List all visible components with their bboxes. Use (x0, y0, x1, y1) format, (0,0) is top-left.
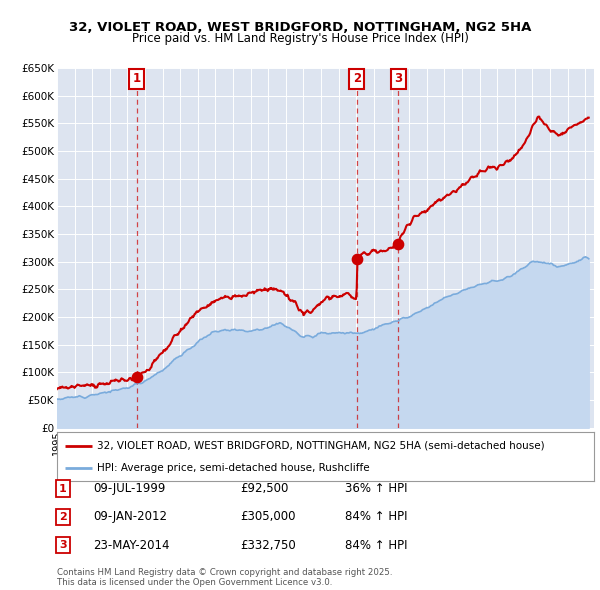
Text: 23-MAY-2014: 23-MAY-2014 (93, 539, 170, 552)
Text: 09-JUL-1999: 09-JUL-1999 (93, 482, 166, 495)
Text: 84% ↑ HPI: 84% ↑ HPI (345, 539, 407, 552)
Text: £305,000: £305,000 (240, 510, 296, 523)
Text: 84% ↑ HPI: 84% ↑ HPI (345, 510, 407, 523)
Text: 32, VIOLET ROAD, WEST BRIDGFORD, NOTTINGHAM, NG2 5HA: 32, VIOLET ROAD, WEST BRIDGFORD, NOTTING… (69, 21, 531, 34)
Text: 36% ↑ HPI: 36% ↑ HPI (345, 482, 407, 495)
Text: 1: 1 (133, 73, 140, 86)
Point (394, 239, 403, 248)
Text: HPI: Average price, semi-detached house, Rushcliffe: HPI: Average price, semi-detached house,… (97, 463, 370, 473)
Text: 2: 2 (59, 512, 67, 522)
Text: Price paid vs. HM Land Registry's House Price Index (HPI): Price paid vs. HM Land Registry's House … (131, 32, 469, 45)
Text: 32, VIOLET ROAD, WEST BRIDGFORD, NOTTINGHAM, NG2 5HA (semi-detached house): 32, VIOLET ROAD, WEST BRIDGFORD, NOTTING… (97, 441, 545, 451)
Point (352, 254, 362, 264)
Text: £332,750: £332,750 (240, 539, 296, 552)
Text: £92,500: £92,500 (240, 482, 289, 495)
Point (132, 372, 142, 381)
Text: 09-JAN-2012: 09-JAN-2012 (93, 510, 167, 523)
Text: 3: 3 (394, 73, 403, 86)
Text: 1: 1 (59, 484, 67, 493)
Text: Contains HM Land Registry data © Crown copyright and database right 2025.
This d: Contains HM Land Registry data © Crown c… (57, 568, 392, 587)
Text: 2: 2 (353, 73, 361, 86)
Text: 3: 3 (59, 540, 67, 550)
